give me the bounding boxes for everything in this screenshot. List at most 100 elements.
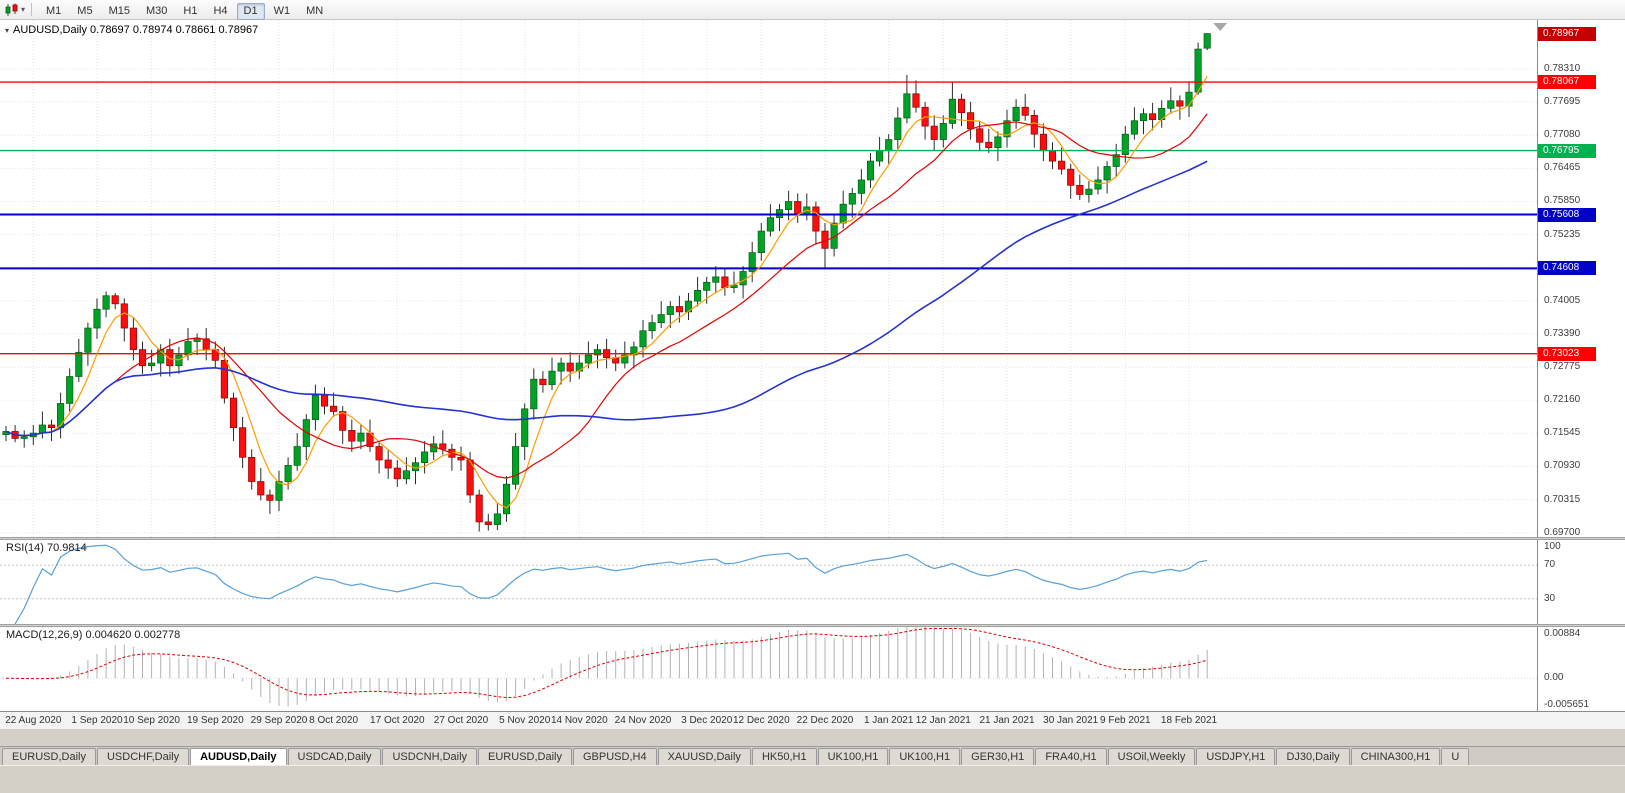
chart-window: ▾ AUDUSD,Daily 0.78697 0.78974 0.78661 0… [0,20,1625,729]
timeframe-button-m15[interactable]: M15 [108,4,130,17]
price-grid [0,20,1537,537]
timeframe-button-m30[interactable]: M30 [145,4,168,17]
price-tick-label: 0.75235 [1544,228,1581,240]
date-label: 19 Sep 2020 [186,715,244,726]
chart-tab-0[interactable]: EURUSD,Daily [2,748,96,765]
timeframe-button-m5[interactable]: M5 [77,4,93,17]
price-axis[interactable]: 0.78310 0.77695 0.77080 0.76465 0.75850 0.752… [1537,20,1625,538]
date-label: 1 Sep 2020 [71,715,123,726]
price-tick-label: 0.75850 [1544,195,1581,207]
price-tick-label: 0.74005 [1544,294,1581,306]
chart-tab-13[interactable]: USOil,Weekly [1107,748,1196,765]
timeframe-button-w1[interactable]: W1 [273,4,291,17]
price-tick-label: 0.72160 [1544,394,1581,406]
date-label: 24 Nov 2020 [614,715,672,726]
chart-tab-6[interactable]: GBPUSD,H4 [573,748,657,765]
date-label: 10 Sep 2020 [123,715,180,726]
price-line-label: 0.76795 [1538,143,1596,158]
price-tick-label: 0.78310 [1544,63,1581,74]
macd-axis: 0.00884 0.00 -0.005651 [1537,627,1625,711]
macd-tick-label: 0.00884 [1544,628,1581,639]
chart-tab-14[interactable]: USDJPY,H1 [1196,748,1276,765]
rsi-line [14,544,1208,624]
date-label: 22 Aug 2020 [5,715,62,726]
price-tick-label: 0.77695 [1544,96,1581,108]
price-line-label: 0.78067 [1538,75,1596,90]
ma-slow-line [5,160,1208,437]
rsi-axis: 100 70 30 [1537,540,1625,624]
date-label: 29 Sep 2020 [250,715,308,726]
horizontal-lines-layer[interactable] [0,81,1537,355]
price-chart-panel[interactable]: ▾ AUDUSD,Daily 0.78697 0.78974 0.78661 0… [0,20,1537,537]
macd-panel[interactable]: MACD(12,26,9) 0.004620 0.002778 [0,627,1537,711]
macd-tick-label: -0.005651 [1544,699,1590,710]
rsi-tick-label: 100 [1544,541,1561,552]
ma-medium-line [5,113,1208,479]
chart-type-dropdown-caret-icon[interactable]: ▾ [21,5,26,14]
current-price-label: 0.78967 [1538,26,1596,41]
timeframe-button-h4[interactable]: H4 [213,4,228,17]
chart-tab-11[interactable]: GER30,H1 [961,748,1035,765]
date-label: 8 Oct 2020 [309,715,359,726]
price-tick-label: 0.72775 [1544,361,1581,373]
rsi-panel[interactable]: RSI(14) 70.9814 [0,540,1537,624]
timeframe-toolbar: ▾ M1 M5 M15 M30 H1 H4 D1 W1 MN [0,0,1625,20]
macd-tick-label: 0.00 [1544,672,1564,684]
price-tick-label: 0.70930 [1544,460,1581,472]
date-label: 18 Feb 2021 [1160,715,1218,726]
date-label: 14 Nov 2020 [550,715,608,726]
ma-fast-line [5,76,1208,509]
chart-tab-7[interactable]: XAUUSD,Daily [657,748,751,765]
date-axis[interactable]: 22 Aug 2020 1 Sep 2020 10 Sep 2020 19 Sep 2… [0,711,1625,729]
price-line-label: 0.73023 [1538,346,1596,361]
price-tick-label: 0.69700 [1544,526,1581,538]
date-label: 12 Jan 2021 [915,715,971,726]
timeframe-button-mn[interactable]: MN [306,4,324,17]
date-label: 12 Dec 2020 [732,715,790,726]
date-label: 21 Jan 2021 [979,715,1035,726]
chart-tab-1[interactable]: USDCHF,Daily [96,748,190,765]
price-tick-label: 0.77080 [1544,129,1581,141]
panel-separator-rsi[interactable] [0,537,1625,540]
date-label: 22 Dec 2020 [796,715,854,726]
chart-tab-15[interactable]: DJ30,Daily [1276,748,1350,765]
date-label: 3 Dec 2020 [681,715,733,726]
timeframe-button-m1[interactable]: M1 [46,4,62,17]
chart-type-icon[interactable] [4,3,20,17]
chart-tab-2[interactable]: AUDUSD,Daily [190,748,287,765]
chart-tab-4[interactable]: USDCNH,Daily [382,748,478,765]
price-tick-label: 0.76465 [1544,162,1581,174]
candle-bodies-layer [2,33,1211,525]
price-tick-label: 0.71545 [1544,427,1581,439]
window-gap [0,729,1625,746]
panel-separator-macd[interactable] [0,624,1625,627]
status-strip [0,765,1625,793]
timeframe-buttons: M1 M5 M15 M30 H1 H4 D1 W1 MN [38,1,331,20]
chart-shift-marker-icon[interactable] [1213,23,1228,31]
date-label: 27 Oct 2020 [433,715,489,726]
chart-tab-8[interactable]: HK50,H1 [751,748,817,765]
price-tick-label: 0.73390 [1544,327,1581,339]
date-label: 30 Jan 2021 [1043,715,1099,726]
chart-tab-16[interactable]: CHINA300,H1 [1350,748,1441,765]
macd-histogram [14,627,1208,707]
price-tick-label: 0.70315 [1544,493,1581,505]
date-label: 5 Nov 2020 [499,715,551,726]
rsi-tick-label: 30 [1544,592,1556,604]
chart-tab-12[interactable]: FRA40,H1 [1035,748,1107,765]
date-label: 1 Jan 2021 [863,715,914,726]
chart-tab-10[interactable]: UK100,H1 [889,748,961,765]
timeframe-button-h1[interactable]: H1 [183,4,198,17]
rsi-tick-label: 70 [1544,559,1556,571]
price-line-label: 0.75608 [1538,207,1596,222]
chart-tab-9[interactable]: UK100,H1 [817,748,889,765]
price-line-label: 0.74608 [1538,261,1596,276]
date-label: 9 Feb 2021 [1099,715,1151,726]
chart-tab-17[interactable]: U [1441,748,1470,765]
timeframe-button-d1[interactable]: D1 [236,2,265,20]
chart-tab-3[interactable]: USDCAD,Daily [287,748,382,765]
date-label: 17 Oct 2020 [370,715,425,726]
chart-tab-5[interactable]: EURUSD,Daily [478,748,572,765]
chart-tab-bar: EURUSD,Daily USDCHF,Daily AUDUSD,Daily USDC… [0,746,1625,765]
